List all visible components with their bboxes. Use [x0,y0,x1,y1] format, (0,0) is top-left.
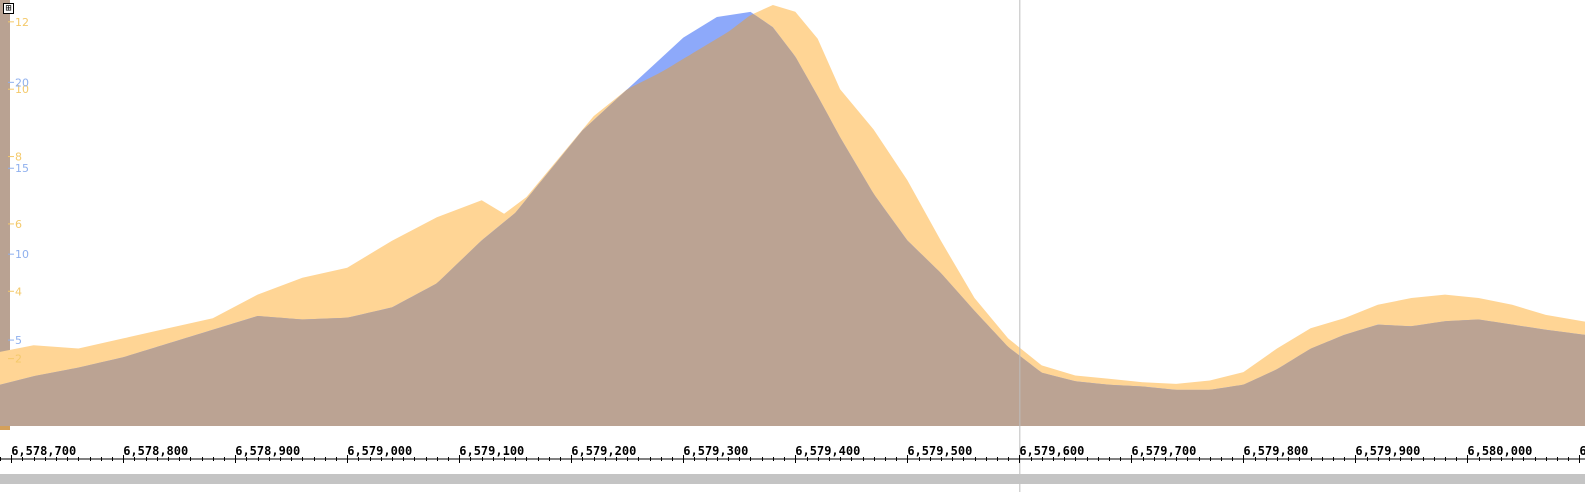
x-tick-label-14: 6,580,100 [1579,444,1585,458]
series-overlap-area [0,14,1585,426]
y-tick-label-0-1: 10 [15,83,29,96]
expand-button[interactable]: ⊞ [3,3,14,14]
series-areas [0,5,1585,427]
x-axis: 6,578,700 6,578,800 6,578,900 6,579,000 6,57… [0,444,1585,463]
y-axis-labels: 12 10 8 6 4 2 20 15 10 5 [8,16,29,366]
x-tick-label-6: 6,579,300 [683,444,748,458]
x-tick-label-9: 6,579,600 [1019,444,1084,458]
y-tick-label-1-0: 20 [15,76,29,89]
x-tick-label-7: 6,579,400 [795,444,860,458]
y-tick-label-0-2: 8 [15,151,22,164]
y-tick-label-0-5: 2 [15,353,22,366]
x-tick-label-0: 6,578,700 [11,444,76,458]
y-tick-label-1-2: 10 [15,248,29,261]
y-tick-label-0-3: 6 [15,218,22,231]
y-tick-label-0-4: 4 [15,285,22,298]
x-tick-label-11: 6,579,800 [1243,444,1308,458]
y-tick-label-1-3: 5 [15,334,22,347]
x-tick-label-1: 6,578,800 [123,444,188,458]
x-tick-label-8: 6,579,500 [907,444,972,458]
x-tick-label-3: 6,579,000 [347,444,412,458]
x-tick-label-12: 6,579,900 [1355,444,1420,458]
y-axis-bar [0,0,10,430]
y-tick-label-1-1: 15 [15,162,29,175]
x-tick-label-2: 6,578,900 [235,444,300,458]
x-tick-label-4: 6,579,100 [459,444,524,458]
plus-box-icon: ⊞ [5,3,12,14]
x-tick-label-10: 6,579,700 [1131,444,1196,458]
x-tick-label-5: 6,579,200 [571,444,636,458]
horizontal-scrollbar[interactable] [0,474,1585,484]
y-tick-label-0-0: 12 [15,16,29,29]
x-tick-label-13: 6,580,000 [1467,444,1532,458]
